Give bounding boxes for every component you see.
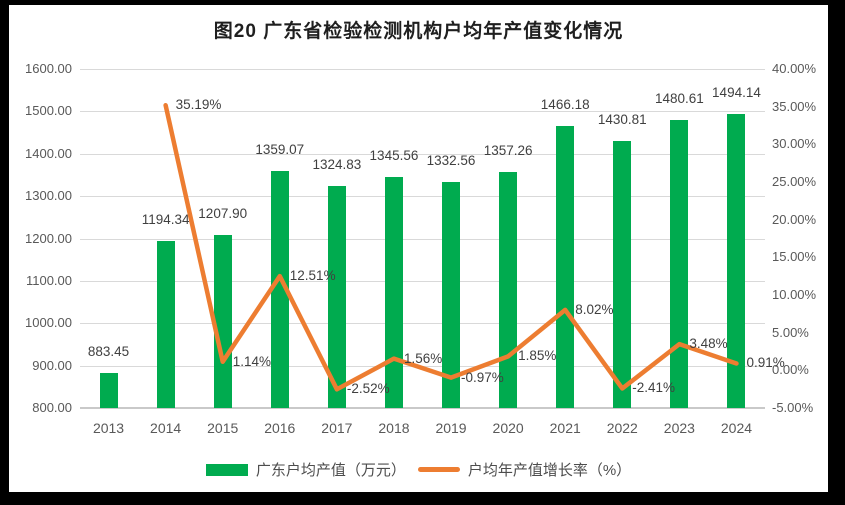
bar-data-label: 1194.34 [141,211,190,227]
legend-label-bar-series: 广东户均产值（万元） [255,462,406,479]
bar [213,235,232,408]
line-data-label: 35.19% [175,97,222,113]
left-axis-tick-label: 1400.00 [25,145,72,161]
right-axis-tick-label: 20.00% [772,211,817,227]
right-axis-tick-label: 25.00% [772,174,817,189]
right-axis-tick-label: 10.00% [772,287,817,302]
line-data-label: 8.02% [575,301,614,317]
x-axis-category-label: 2023 [663,420,695,436]
left-axis-tick-label: 1000.00 [25,315,72,331]
x-axis-category-label: 2018 [378,420,410,436]
x-axis-category-label: 2017 [321,420,353,436]
bar-data-label: 1332.56 [426,153,476,169]
left-axis-tick-label: 1600.00 [25,61,72,76]
x-axis-category-label: 2022 [606,420,638,436]
left-axis-tick-label: 1500.00 [25,103,72,119]
bar-data-label: 1207.90 [198,206,248,222]
line-data-label: -2.52% [346,381,390,397]
legend-label-line-series: 户均年产值增长率（%） [467,462,632,479]
right-axis-tick-label: 15.00% [772,249,817,265]
x-axis-category-label: 2019 [435,420,467,436]
left-axis-tick-label: 800.00 [32,400,72,415]
bar-data-label: 1430.81 [597,111,647,127]
legend-item-bar-series: 广东户均产值（万元） [205,459,406,480]
chart-panel: 图20 广东省检验检测机构户均年产值变化情况 800.00 900.00 1000.… [9,5,828,492]
right-axis-tick-label: 35.00% [772,98,817,114]
growth-rate-polyline [163,102,739,392]
line-data-label: 12.51% [289,268,336,284]
legend-item-line-series: 户均年产值增长率（%） [417,459,632,480]
bar-series-swatch-icon [205,463,248,476]
line-data-label: 1.56% [403,350,443,366]
right-axis-tick-label: 30.00% [772,136,817,152]
gridline [80,280,765,282]
right-axis-tick-label: 5.00% [772,324,809,340]
left-axis-tick-label: 1200.00 [25,230,72,246]
legend: 广东户均产值（万元） 户均年产值增长率（%） [9,459,828,480]
bar-data-label: 1466.18 [540,96,590,112]
gridline [80,69,765,70]
bar-data-label: 1345.56 [369,147,419,163]
bar-data-label: 1359.07 [255,142,305,158]
bar-data-label: 1357.26 [483,142,533,158]
growth-rate-line [163,102,739,392]
bar [670,119,689,408]
x-axis-category-label: 2015 [207,420,239,436]
bar [99,372,118,408]
x-axis-line [80,407,765,409]
bar-data-label: 1480.61 [654,90,704,106]
x-axis-category-label: 2024 [720,420,753,436]
line-data-label: -2.41% [632,380,676,396]
line-data-label: 0.91% [746,355,785,371]
right-axis-tick-label: 0.00% [772,362,809,378]
bar [613,140,632,408]
left-axis-tick-label: 1300.00 [25,188,72,204]
chart-title: 图20 广东省检验检测机构户均年产值变化情况 [213,21,624,42]
bar [727,113,746,408]
bar [327,185,346,408]
gridline [80,238,765,240]
gridline [80,323,765,325]
line-series-swatch-icon [417,467,460,472]
gridline [80,153,765,155]
bar [384,176,403,408]
bar [499,171,518,408]
bar [556,125,575,408]
line-data-label: -0.97% [461,369,504,385]
left-axis-tick-label: 1100.00 [25,272,72,288]
right-axis-tick-label: -5.00% [772,400,814,415]
bar [270,171,289,408]
bar-data-label: 1494.14 [712,84,761,100]
bar-data-label: 1324.83 [312,156,362,172]
line-data-label: 1.14% [232,353,271,369]
x-axis-category-label: 2016 [264,420,296,436]
x-axis-category-label: 2014 [150,420,182,436]
line-data-label: 1.85% [518,348,557,364]
bar [442,182,461,408]
gridline [80,111,765,113]
gridline [80,196,765,198]
x-axis-category-label: 2020 [492,420,524,436]
x-axis-category-label: 2013 [92,420,125,436]
bar [156,240,175,408]
x-axis-category-label: 2021 [549,420,581,436]
line-data-label: 3.48% [689,336,728,352]
left-axis-tick-label: 900.00 [32,357,72,373]
bar-data-label: 883.45 [87,343,130,359]
right-axis-tick-label: 40.00% [772,61,817,76]
